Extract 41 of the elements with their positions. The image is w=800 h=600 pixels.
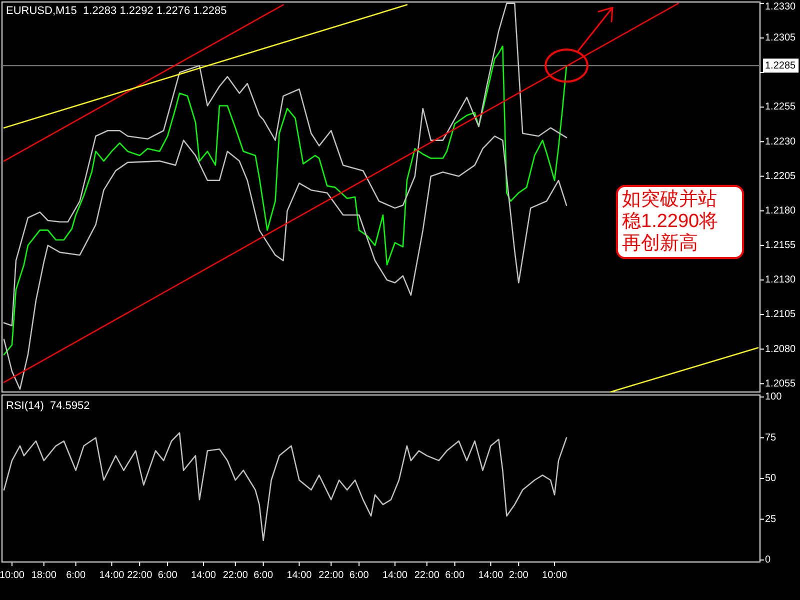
x-tick-label: 2:00 [508, 570, 529, 581]
annotation: 如突破并站稳1.2290将再创新高 [622, 188, 718, 254]
x-tick-label: 22:00 [127, 570, 153, 581]
y-tick-label: 100 [765, 392, 782, 403]
y-tick-label: 1.2305 [765, 32, 796, 44]
y-tick-label: 1.2205 [765, 170, 796, 182]
x-tick-label: 14:00 [286, 570, 312, 581]
x-tick-label: 14:00 [478, 570, 504, 581]
x-tick-label: 14:00 [99, 570, 125, 581]
line-series [3, 136, 568, 390]
x-tick-label: 6:00 [158, 570, 178, 581]
y-tick-label: 1.2155 [765, 240, 796, 252]
y-tick-label: 25 [765, 514, 777, 525]
y-tick-label: 1.2105 [765, 309, 796, 320]
x-tick-label: 14:00 [190, 570, 216, 581]
x-tick-label: 6:00 [349, 570, 370, 581]
y-tick-label: 75 [765, 432, 777, 444]
x-tick-label: 22:00 [222, 570, 248, 581]
chart-title: RSI(14) 74.5952 [6, 400, 90, 412]
y-tick-label: 1.2255 [765, 102, 796, 113]
y-tick-label: 1.2055 [765, 378, 796, 390]
chart-title: EURUSD,M15 1.2283 1.2292 1.2276 1.2285 [6, 5, 227, 17]
y-tick-label: 0 [765, 554, 771, 566]
line-series [3, 2, 568, 326]
x-tick-label: 14:00 [382, 570, 408, 581]
y-tick-label: 1.2180 [765, 205, 796, 216]
x-tick-label: 10:00 [542, 570, 568, 581]
y-tick-label: 1.2130 [765, 274, 796, 286]
x-tick-label: 6:00 [66, 570, 86, 581]
x-tick-label: 18:00 [31, 570, 57, 581]
x-tick-label: 6:00 [445, 570, 465, 581]
y-tick-label: 1.2080 [765, 344, 796, 355]
y-tick-label: 50 [765, 473, 777, 484]
x-tick-label: 22:00 [414, 570, 440, 581]
ref-line-label: 1.2285 [765, 60, 796, 72]
x-tick-label: 6:00 [254, 570, 274, 581]
y-tick-label: 1.2330 [765, 2, 796, 13]
x-tick-label: 22:00 [318, 570, 344, 581]
x-tick-label: 10:00 [0, 570, 25, 581]
line-series [3, 432, 568, 542]
y-tick-label: 1.2230 [765, 136, 796, 148]
